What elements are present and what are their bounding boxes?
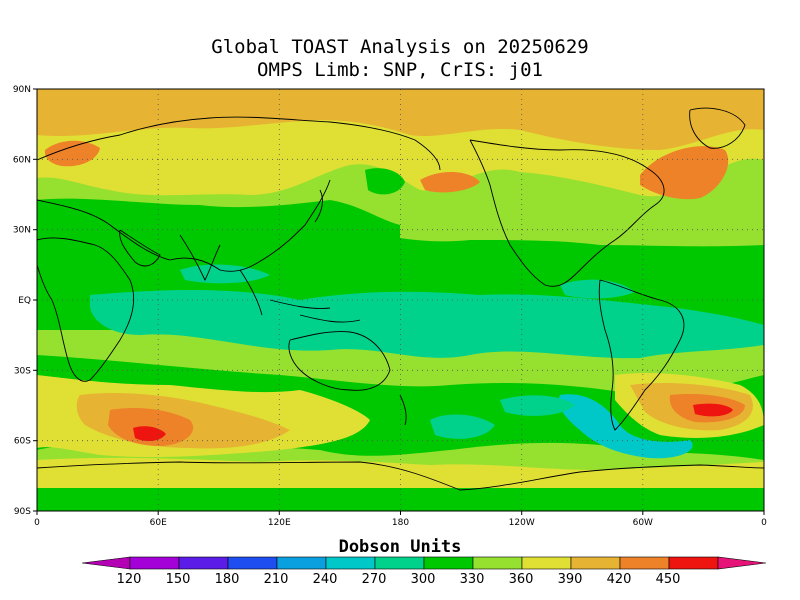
coast-eurasia-north [37,116,441,171]
field-south-240-patch-1 [558,394,693,459]
lat-label: EQ [18,296,31,306]
lon-label: 60E [150,518,167,528]
coast-arabia [119,229,161,267]
lat-label: 60S [14,437,31,447]
lon-label: 0 [761,518,767,528]
field-tropics-270-patch-2 [180,264,270,284]
colorbar-tick-label: 210 [263,572,289,587]
colorbar-segment [521,556,572,570]
field-north-orange-blob-2 [44,140,100,167]
colorbar-tick-label: 270 [361,572,387,587]
lat-labels: 90N 60N 30N EQ 30S 60S 90S [13,85,31,517]
map-subtitle: OMPS Limb: SNP, CrIS: j01 [257,59,543,81]
coast-south-america [598,279,685,431]
coast-north-america [469,139,665,287]
field-north-orange-blob-3 [420,171,480,193]
coast-antarctica [37,461,764,491]
lat-label: 60N [13,155,31,165]
colorbar-tick-label: 150 [165,572,191,587]
lat-label: 90S [14,507,31,517]
axis-ticks [33,88,765,515]
colorbar-title: Dobson Units [338,537,462,557]
grid-lines [37,89,764,511]
lon-label: 0 [34,518,40,528]
coast-africa [37,237,135,382]
colorbar-tick-label: 300 [410,572,436,587]
colorbar-segment [374,556,425,570]
colorbar-tick-label: 240 [312,572,338,587]
coast-india [179,234,221,282]
field-south-450-peak-1 [133,426,166,442]
colorbar-tick-label: 420 [606,572,632,587]
colorbar-segment [178,556,229,570]
lat-label: 30S [14,366,31,376]
colorbar-segment [570,556,621,570]
colorbar [81,556,767,570]
map-title: Global TOAST Analysis on 20250629 [211,36,589,58]
colorbar-segment [619,556,670,570]
coastlines [37,107,764,491]
colorbar-tick-label: 120 [116,572,142,587]
colorbar-segment [276,556,327,570]
colorbar-segment [668,556,719,570]
field-north-green-spot [365,168,405,195]
coast-greenland [689,107,746,149]
field-south-450-peak-2 [693,403,733,417]
lon-label: 120W [509,518,535,528]
lon-labels: 0 60E 120E 180 120W 60W 0 [34,518,767,528]
field-tropics-270-band [90,290,764,359]
lon-label: 60W [633,518,653,528]
field-tropics-270-patch-3 [560,279,635,299]
field-antarctic-360-band [37,457,764,490]
colorbar-segment [325,556,376,570]
coast-new-zealand [399,394,407,426]
colorbar-segment [129,556,180,570]
lat-label: 30N [13,226,31,236]
coast-eurasia-south [37,179,331,272]
colorbar-over-arrow [717,556,767,570]
field-south-270-patch-3 [500,395,575,416]
colorbar-tick-label: 450 [655,572,681,587]
coast-se-asia [239,269,361,323]
field-south-270-patch-2 [430,414,495,439]
lat-label: 90N [13,85,31,95]
colorbar-tick-label: 330 [459,572,485,587]
colorbar-tick-label: 180 [214,572,240,587]
colorbar-segment [227,556,278,570]
coast-japan [314,189,323,223]
colorbar-segment [423,556,474,570]
lon-label: 180 [392,518,409,528]
colorbar-tick-label: 360 [508,572,534,587]
coast-australia [288,331,391,391]
lon-label: 120E [268,518,291,528]
colorbar-segment [472,556,523,570]
colorbar-tick-label: 390 [557,572,583,587]
colorbar-under-arrow [81,556,131,570]
